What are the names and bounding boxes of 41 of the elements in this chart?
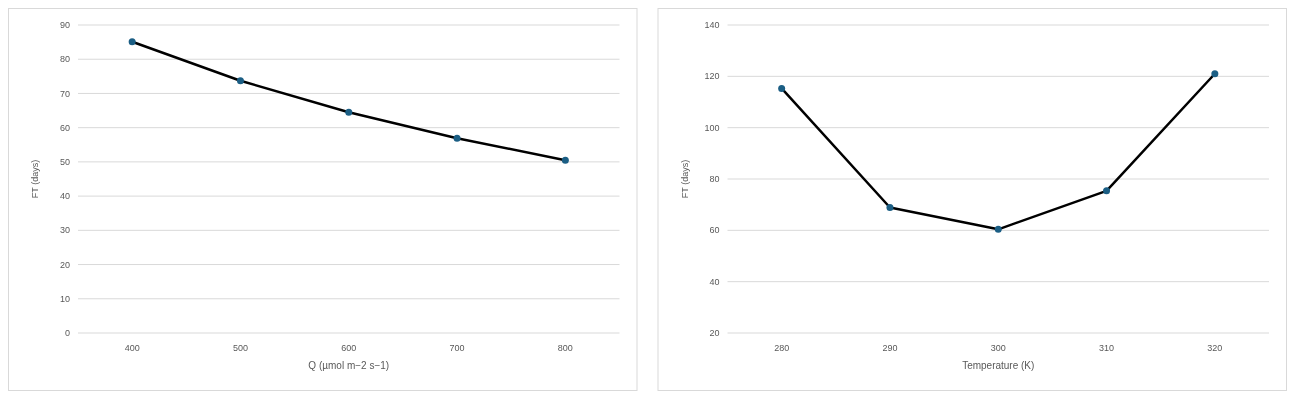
- y-tick-label: 120: [704, 71, 720, 82]
- x-tick-label: 700: [449, 343, 465, 354]
- y-tick-label: 40: [59, 191, 70, 202]
- x-tick-label: 400: [124, 343, 140, 354]
- y-tick-label: 30: [59, 225, 70, 236]
- point: [994, 225, 1002, 233]
- point: [561, 156, 569, 164]
- x-tick-label: 800: [557, 343, 573, 354]
- y-tick-label: 140: [704, 20, 720, 31]
- x-tick-label: 310: [1099, 343, 1115, 354]
- y-tick-label: 20: [59, 259, 70, 270]
- x-tick-label: 290: [882, 343, 898, 354]
- point: [1103, 187, 1111, 195]
- x-tick-label: 300: [990, 343, 1006, 354]
- y-tick-label: 50: [59, 157, 70, 168]
- y-tick-label: 60: [59, 122, 70, 133]
- y-tick-label: 80: [59, 54, 70, 65]
- x-axis-title: Temperature (K): [962, 359, 1035, 371]
- y-tick-label: 0: [64, 328, 70, 339]
- y-tick-label: 80: [709, 174, 720, 185]
- y-tick-label: 20: [709, 328, 720, 339]
- point: [128, 38, 136, 46]
- point: [886, 203, 894, 211]
- y-tick-label: 60: [709, 225, 720, 236]
- y-tick-label: 40: [709, 276, 720, 287]
- x-tick-label: 500: [232, 343, 248, 354]
- point: [1211, 70, 1219, 78]
- y-axis-title: FT (days): [679, 159, 690, 199]
- point: [345, 108, 353, 116]
- point: [778, 84, 786, 92]
- x-tick-label: 600: [341, 343, 357, 354]
- x-tick-label: 280: [774, 343, 790, 354]
- y-tick-label: 70: [59, 88, 70, 99]
- y-axis-title: FT (days): [30, 159, 40, 199]
- point: [236, 77, 244, 85]
- y-tick-label: 90: [59, 20, 70, 31]
- y-tick-label: 10: [59, 293, 70, 304]
- x-axis-title: Q (µmol m−2 s−1): [308, 359, 390, 371]
- x-tick-label: 320: [1207, 343, 1223, 354]
- y-tick-label: 100: [704, 122, 720, 133]
- point: [453, 134, 461, 142]
